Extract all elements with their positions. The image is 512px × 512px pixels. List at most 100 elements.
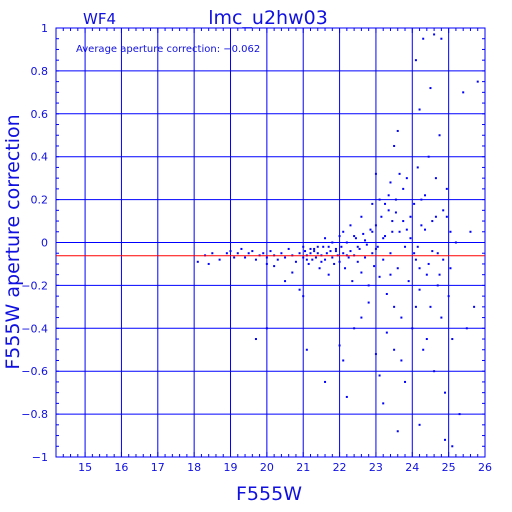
- data-point: [402, 187, 405, 190]
- data-point: [378, 198, 381, 201]
- data-point: [433, 33, 436, 36]
- data-point: [269, 250, 272, 253]
- data-point: [438, 273, 441, 276]
- data-point: [451, 445, 454, 448]
- data-point: [333, 262, 336, 265]
- data-point: [396, 129, 399, 132]
- data-point: [389, 252, 392, 255]
- data-point: [447, 295, 450, 298]
- data-point: [305, 258, 308, 261]
- data-point: [433, 370, 436, 373]
- data-point: [356, 245, 359, 248]
- y-axis-label: F555W aperture correction: [2, 114, 24, 369]
- data-point: [265, 262, 268, 265]
- data-point: [356, 260, 359, 263]
- data-point: [211, 252, 214, 255]
- data-point: [225, 252, 228, 255]
- data-point: [376, 245, 379, 248]
- data-point: [438, 134, 441, 137]
- data-point: [314, 256, 317, 259]
- data-point: [331, 256, 334, 259]
- data-point: [313, 247, 316, 250]
- data-point: [391, 220, 394, 223]
- data-point: [316, 252, 319, 255]
- data-point: [449, 267, 452, 270]
- y-tick-label: 1: [41, 22, 48, 35]
- data-point: [425, 338, 428, 341]
- data-point: [262, 252, 265, 255]
- data-point: [322, 245, 325, 248]
- data-point: [236, 252, 239, 255]
- data-point: [431, 220, 434, 223]
- data-point: [229, 250, 232, 253]
- data-point: [465, 327, 468, 330]
- data-point: [407, 280, 410, 283]
- data-point: [389, 273, 392, 276]
- data-point: [440, 316, 443, 319]
- data-point: [378, 275, 381, 278]
- data-point: [364, 256, 367, 259]
- data-point: [398, 172, 401, 175]
- data-point: [427, 262, 430, 265]
- data-point: [324, 237, 327, 240]
- data-point: [414, 59, 417, 62]
- data-point: [436, 252, 439, 255]
- data-point: [360, 271, 363, 274]
- data-point: [369, 228, 372, 231]
- data-point: [338, 235, 341, 238]
- data-point: [354, 237, 357, 240]
- data-point: [284, 280, 287, 283]
- y-tick-label: −0.6: [21, 365, 48, 378]
- data-point: [389, 181, 392, 184]
- data-point: [327, 273, 330, 276]
- data-point: [422, 348, 425, 351]
- data-point: [338, 344, 341, 347]
- data-point: [402, 220, 405, 223]
- x-tick-label: 17: [151, 461, 165, 474]
- data-point: [418, 108, 421, 111]
- data-point: [451, 338, 454, 341]
- data-point: [405, 228, 408, 231]
- data-point: [367, 284, 370, 287]
- data-point: [371, 230, 374, 233]
- data-point: [313, 250, 316, 253]
- data-point: [393, 348, 396, 351]
- data-point: [329, 250, 332, 253]
- data-point: [393, 144, 396, 147]
- data-point: [334, 250, 337, 253]
- data-point: [445, 215, 448, 218]
- data-point: [414, 258, 417, 261]
- data-point: [429, 305, 432, 308]
- data-point: [316, 245, 319, 248]
- chart-title: lmc_u2hw03: [208, 7, 328, 29]
- data-point: [411, 327, 414, 330]
- data-point: [416, 166, 419, 169]
- data-point: [458, 413, 461, 416]
- data-point: [353, 327, 356, 330]
- y-tick-label: 0.4: [31, 151, 49, 164]
- y-tick-label: 0.6: [31, 108, 49, 121]
- data-point: [420, 224, 423, 227]
- data-point: [360, 215, 363, 218]
- data-point: [247, 252, 250, 255]
- data-point: [434, 215, 437, 218]
- data-point: [365, 243, 368, 246]
- data-point: [327, 245, 330, 248]
- data-point: [382, 258, 385, 261]
- data-point: [400, 359, 403, 362]
- data-point: [371, 202, 374, 205]
- data-point: [382, 237, 385, 240]
- data-point: [373, 265, 376, 268]
- x-tick-label: 25: [442, 461, 456, 474]
- data-point: [413, 202, 416, 205]
- data-point: [342, 230, 345, 233]
- data-point: [384, 235, 387, 238]
- data-point: [424, 228, 427, 231]
- x-tick-label: 19: [224, 461, 238, 474]
- data-point: [358, 247, 361, 250]
- data-point: [434, 177, 437, 180]
- data-point: [396, 267, 399, 270]
- data-point: [305, 348, 308, 351]
- data-point: [396, 430, 399, 433]
